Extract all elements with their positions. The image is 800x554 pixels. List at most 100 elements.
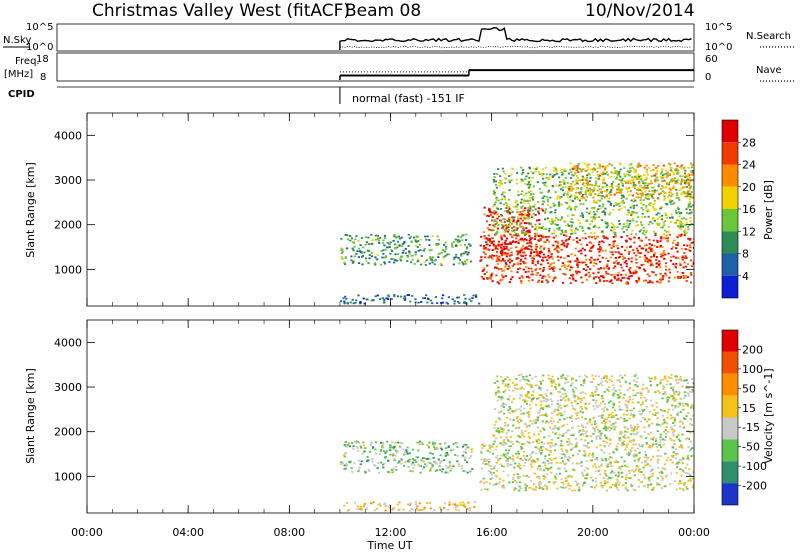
range-cell bbox=[408, 504, 412, 506]
range-cell bbox=[593, 427, 596, 430]
range-cell bbox=[537, 442, 540, 445]
range-cell bbox=[611, 282, 614, 285]
range-cell bbox=[482, 251, 485, 254]
range-cell bbox=[612, 267, 615, 269]
range-cell bbox=[523, 399, 526, 401]
range-cell bbox=[574, 260, 577, 262]
range-cell bbox=[444, 464, 447, 467]
range-cell bbox=[539, 267, 542, 270]
range-cell bbox=[399, 259, 403, 262]
range-cell bbox=[537, 416, 540, 419]
range-cell bbox=[651, 186, 654, 189]
range-cell bbox=[631, 180, 634, 182]
range-cell bbox=[495, 233, 498, 236]
range-cell bbox=[394, 259, 397, 262]
range-cell bbox=[566, 191, 570, 194]
range-cell bbox=[629, 451, 632, 454]
range-cell bbox=[641, 401, 644, 403]
range-cell bbox=[580, 243, 583, 246]
range-cell bbox=[352, 261, 355, 263]
range-cell bbox=[571, 489, 574, 492]
range-cell bbox=[629, 477, 632, 480]
range-cell bbox=[500, 238, 504, 241]
range-cell bbox=[568, 487, 571, 490]
range-cell bbox=[675, 209, 678, 212]
range-cell bbox=[645, 187, 648, 189]
range-cell bbox=[657, 165, 660, 167]
range-cell bbox=[637, 164, 640, 166]
range-cell bbox=[679, 224, 682, 227]
range-cell bbox=[516, 211, 519, 214]
range-cell bbox=[534, 269, 537, 271]
range-cell bbox=[374, 238, 378, 241]
range-cell bbox=[536, 397, 539, 400]
range-cell bbox=[486, 214, 489, 217]
range-cell bbox=[665, 459, 668, 462]
range-cell bbox=[515, 481, 518, 484]
range-cell bbox=[552, 420, 555, 423]
range-cell bbox=[593, 262, 596, 264]
range-cell bbox=[665, 426, 668, 428]
range-cell bbox=[613, 172, 617, 174]
range-cell bbox=[589, 192, 592, 195]
range-cell bbox=[525, 199, 529, 202]
range-cell bbox=[599, 482, 602, 484]
range-cell bbox=[615, 414, 618, 416]
range-cell bbox=[502, 440, 505, 443]
range-cell bbox=[408, 452, 411, 455]
range-cell bbox=[552, 175, 555, 177]
range-cell bbox=[661, 277, 664, 280]
range-cell bbox=[650, 250, 653, 253]
range-cell bbox=[618, 191, 621, 194]
range-cell bbox=[593, 423, 597, 425]
range-cell bbox=[462, 501, 465, 504]
range-cell bbox=[606, 190, 609, 193]
range-cell bbox=[584, 237, 587, 240]
range-cell bbox=[608, 192, 611, 195]
range-cell bbox=[594, 394, 597, 396]
range-cell bbox=[482, 277, 485, 280]
range-cell bbox=[574, 232, 577, 235]
range-cell bbox=[578, 429, 581, 432]
range-cell bbox=[455, 506, 458, 508]
range-cell bbox=[682, 405, 685, 407]
range-cell bbox=[532, 172, 535, 175]
range-cell bbox=[610, 183, 613, 185]
range-cell bbox=[531, 176, 534, 179]
range-cell bbox=[502, 484, 505, 487]
range-cell bbox=[359, 508, 362, 510]
range-cell bbox=[362, 441, 365, 444]
range-cell bbox=[625, 444, 628, 447]
range-cell bbox=[586, 182, 589, 185]
range-cell bbox=[522, 260, 525, 263]
range-cell bbox=[537, 201, 540, 203]
range-cell bbox=[491, 477, 494, 479]
range-cell bbox=[651, 404, 654, 407]
colorbar-tick-label: 24 bbox=[742, 159, 756, 172]
range-cell bbox=[576, 241, 579, 244]
range-cell bbox=[652, 203, 655, 206]
range-cell bbox=[508, 456, 511, 459]
range-cell bbox=[619, 385, 622, 388]
range-cell bbox=[532, 419, 535, 422]
range-cell bbox=[568, 440, 571, 443]
range-cell bbox=[452, 465, 455, 468]
range-cell bbox=[686, 174, 689, 177]
range-cell bbox=[679, 411, 682, 413]
nave-tick-top: 60 bbox=[705, 54, 718, 65]
range-cell bbox=[537, 482, 540, 485]
range-cell bbox=[357, 459, 360, 462]
range-cell bbox=[495, 430, 498, 433]
range-cell bbox=[617, 488, 620, 491]
range-cell bbox=[422, 508, 426, 511]
range-cell bbox=[497, 215, 501, 218]
range-cell bbox=[413, 464, 416, 466]
range-cell bbox=[659, 424, 662, 427]
range-cell bbox=[570, 188, 573, 190]
range-cell bbox=[531, 377, 534, 380]
range-cell bbox=[549, 444, 552, 447]
range-cell bbox=[550, 417, 553, 420]
range-cell bbox=[667, 408, 670, 411]
range-cell bbox=[346, 465, 349, 467]
range-cell bbox=[565, 395, 568, 398]
